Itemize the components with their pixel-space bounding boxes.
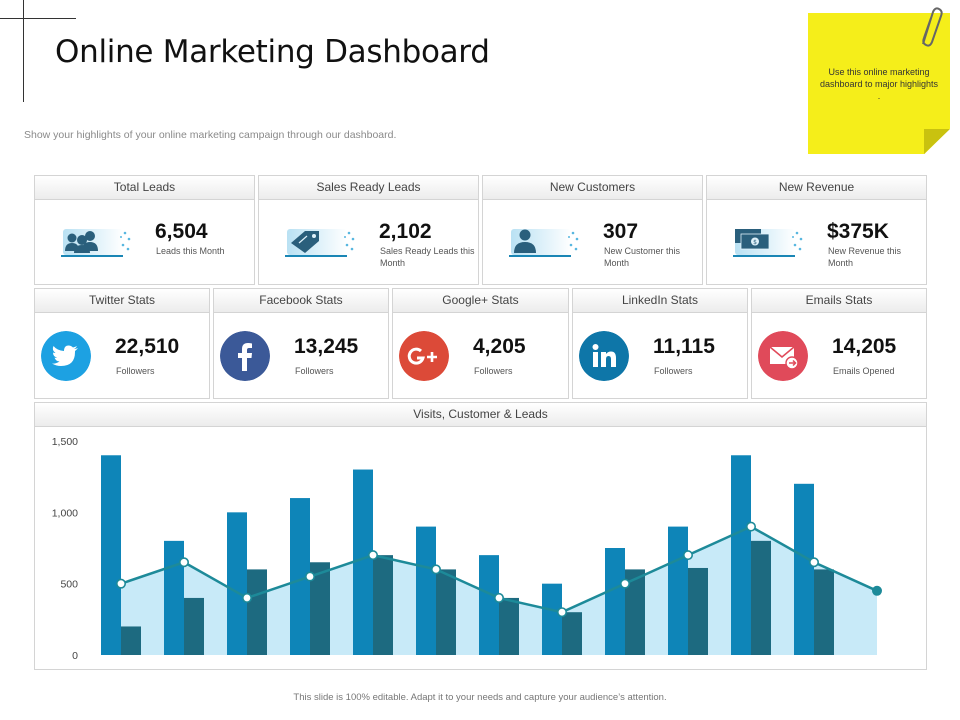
kpi-value: $375K [827,220,889,243]
sticky-note-text: Use this online marketing dashboard to m… [819,67,939,102]
twitter-icon [41,331,91,381]
bar-series-2 [373,555,393,655]
social-card-title: Emails Stats [752,289,926,313]
corner-rule-vertical [23,0,24,102]
line-point [179,557,190,568]
line-point [367,550,378,561]
social-description: Followers [654,366,693,376]
bar-series-2 [562,612,582,655]
bar-series-1 [668,526,688,655]
bar-series-1 [164,540,184,655]
kpi-card-sales-ready-leads: Sales Ready Leads 2,102 Sales Ready Lead… [258,175,479,285]
social-card-title: Google+ Stats [393,289,568,313]
bar-series-1 [290,498,310,655]
bar-series-1 [794,483,814,655]
svg-text:$: $ [753,239,757,246]
bar-series-2 [625,569,645,655]
line-point [871,585,882,596]
social-description: Followers [116,366,155,376]
social-value: 4,205 [473,335,526,358]
bar-series-1 [353,469,373,655]
bar-series-2 [310,562,330,655]
email-icon [758,331,808,381]
social-card-title: LinkedIn Stats [573,289,747,313]
kpi-card-title: Total Leads [35,176,254,200]
social-card-emails: Emails Stats 14,205 Emails Opened [751,288,927,399]
line-point [493,592,504,603]
line-point [116,578,127,589]
social-card-facebook: Facebook Stats 13,245 Followers [213,288,389,399]
social-card-title: Twitter Stats [35,289,209,313]
y-tick-label: 500 [60,579,78,591]
social-value: 22,510 [115,335,180,358]
kpi-description: New Customer this Month [604,246,681,268]
social-value: 13,245 [294,335,359,358]
linkedin-icon [579,331,629,381]
line-point [242,592,253,603]
line-point [745,521,756,532]
y-tick-label: 0 [72,650,78,662]
kpi-description: New Revenue this Month [828,246,902,268]
kpi-value: 2,102 [379,220,432,243]
y-tick-label: 1,500 [52,436,78,448]
kpi-card-title: Sales Ready Leads [259,176,478,200]
kpi-value: 6,504 [155,220,208,243]
kpi-description: Leads this Month [156,246,225,256]
line-point [304,571,315,582]
line-point [682,550,693,561]
bar-series-1 [479,555,499,655]
line-point [430,564,441,575]
kpi-card-title: New Revenue [707,176,926,200]
bar-series-1 [101,455,121,655]
facebook-icon [220,331,270,381]
page-title: Online Marketing Dashboard [55,34,490,70]
price-tag-icon [285,229,355,257]
kpi-description: Sales Ready Leads this Month [380,246,475,268]
kpi-value: 307 [603,220,639,243]
social-card-title: Facebook Stats [214,289,388,313]
users-group-icon [61,229,131,257]
bar-series-2 [247,569,267,655]
line-point [619,578,630,589]
corner-rule-horizontal [0,18,76,19]
line-point [556,607,567,618]
bar-series-1 [416,526,436,655]
social-description: Emails Opened [833,366,895,376]
google-plus-icon [399,331,449,381]
kpi-card-title: New Customers [483,176,702,200]
social-description: Followers [474,366,513,376]
social-value: 11,115 [653,335,715,358]
bar-series-2 [121,626,141,655]
social-card-google-plus: Google+ Stats 4,205 Followers [392,288,569,399]
line-point [808,557,819,568]
bar-series-2 [814,569,834,655]
bar-series-1 [542,583,562,655]
paperclip-icon [922,7,943,47]
social-description: Followers [295,366,334,376]
money-icon: $ [733,229,803,257]
bar-series-2 [751,540,771,655]
social-card-linkedin: LinkedIn Stats 11,115 Followers [572,288,748,399]
bar-series-2 [184,597,204,655]
bar-series-1 [227,512,247,655]
kpi-card-total-leads: Total Leads 6,504 Leads this Month [34,175,255,285]
visits-customer-leads-chart: 0 500 1,000 1,500 [52,436,882,662]
kpi-card-new-customers: New Customers 307 New Customer this Mont… [482,175,703,285]
bar-series-2 [688,567,708,655]
chart-title: Visits, Customer & Leads [35,403,926,427]
bar-series-2 [436,569,456,655]
page-subtitle: Show your highlights of your online mark… [24,129,397,141]
bar-series-1 [731,455,751,655]
kpi-card-new-revenue: New Revenue $ $375K New Revenue this Mon… [706,175,927,285]
bar-series-1 [605,548,625,655]
y-tick-label: 1,000 [52,507,78,519]
social-card-twitter: Twitter Stats 22,510 Followers [34,288,210,399]
user-icon [509,229,579,257]
bar-series-2 [499,597,519,655]
footer-note: This slide is 100% editable. Adapt it to… [293,692,667,703]
chart-card: Visits, Customer & Leads 0 500 1,000 1,500 [34,402,927,670]
social-value: 14,205 [832,335,897,358]
